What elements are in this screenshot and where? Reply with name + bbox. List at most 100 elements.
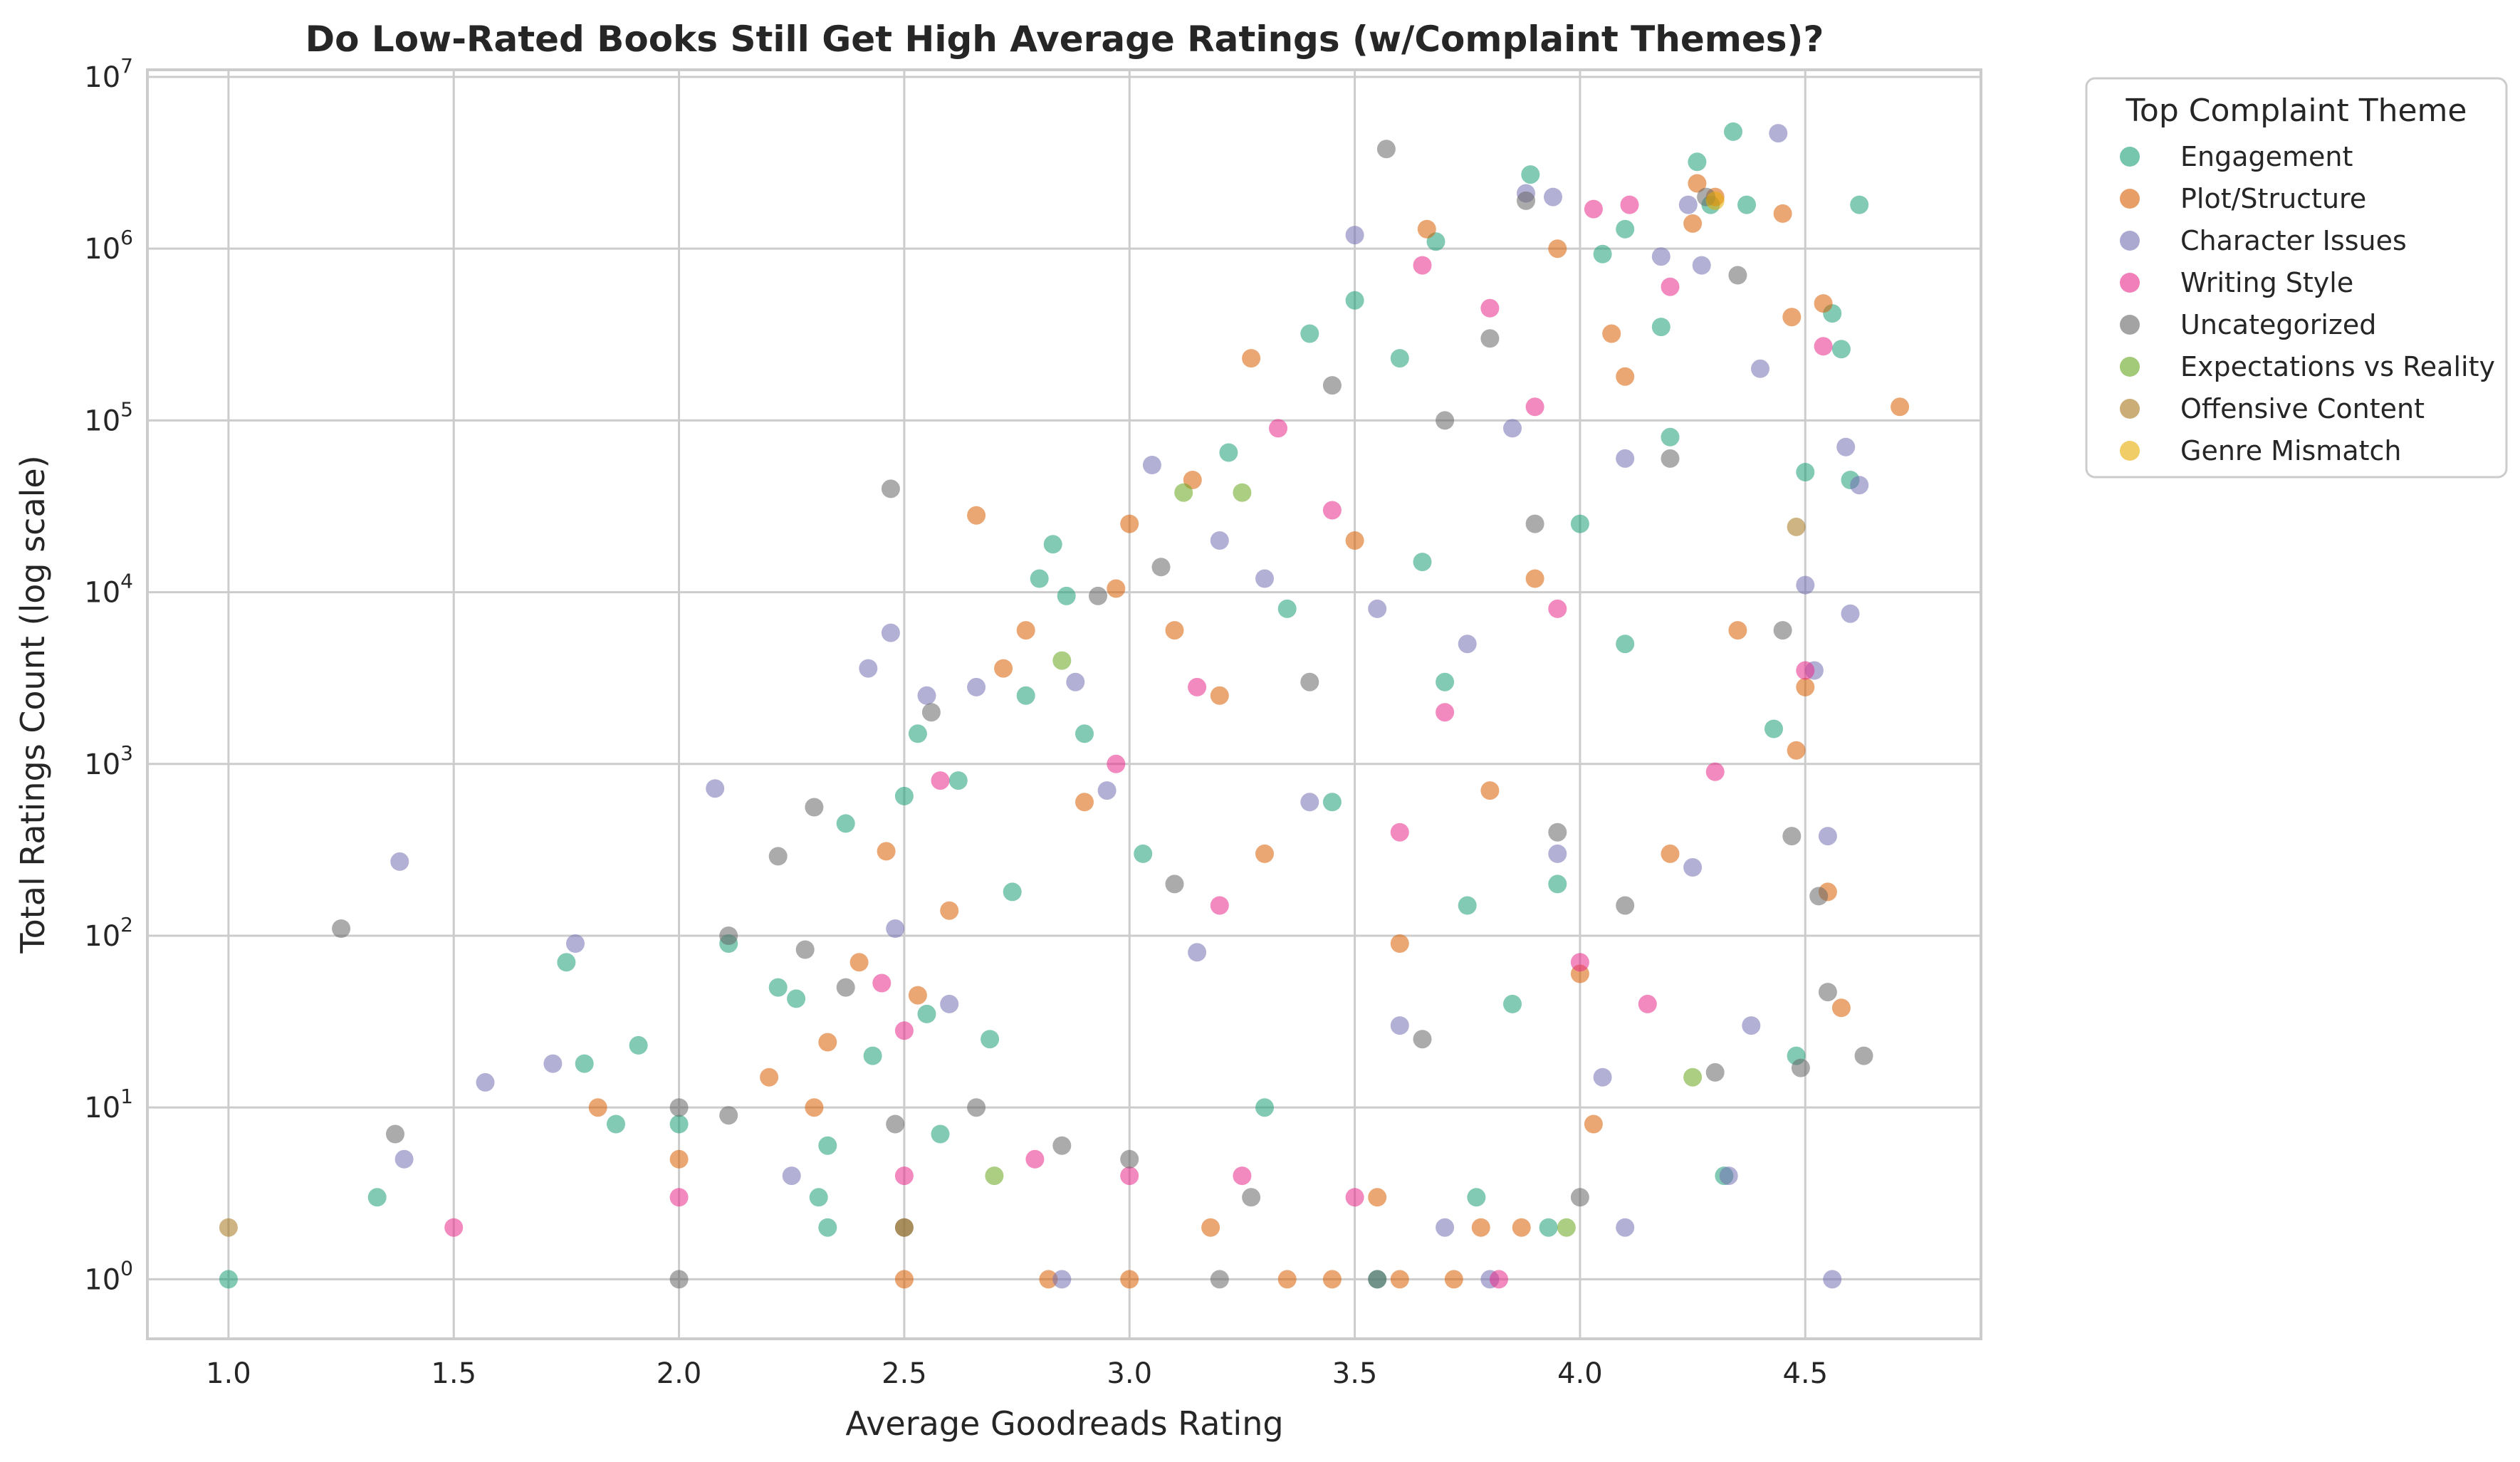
data-point — [1593, 1067, 1612, 1087]
data-point — [1057, 586, 1076, 605]
data-point — [1854, 1046, 1873, 1065]
series-plot-structure — [588, 174, 1910, 1289]
data-point — [967, 506, 986, 525]
data-point — [1570, 953, 1589, 972]
y-tick-label: 101 — [84, 1085, 133, 1124]
data-point — [1413, 553, 1432, 572]
data-point — [768, 847, 788, 866]
data-point — [886, 1114, 905, 1134]
y-tick-labels: 100 101 102 103 104 105 106 107 — [84, 54, 133, 1296]
data-point — [1544, 187, 1562, 207]
data-point — [1120, 1166, 1139, 1186]
series-character-issues — [390, 124, 1869, 1289]
data-point — [1436, 411, 1455, 430]
data-point — [985, 1166, 1004, 1186]
data-point — [940, 994, 959, 1013]
data-point — [1345, 226, 1364, 245]
data-point — [1616, 367, 1635, 386]
data-point — [669, 1098, 689, 1117]
data-point — [1151, 558, 1171, 577]
data-point — [1413, 256, 1432, 275]
data-point — [1620, 195, 1639, 214]
legend-entry: Genre Mismatch — [2180, 435, 2401, 466]
data-point — [1850, 476, 1869, 495]
data-point — [543, 1054, 563, 1073]
data-point — [787, 989, 806, 1008]
data-point — [1661, 449, 1680, 468]
data-point — [1705, 191, 1725, 210]
data-point — [1210, 531, 1229, 550]
data-point — [1688, 152, 1707, 172]
y-tick-label: 104 — [84, 570, 133, 610]
data-point — [1503, 994, 1522, 1013]
data-point — [1651, 247, 1671, 266]
data-point — [669, 1188, 689, 1207]
data-point — [1737, 195, 1756, 214]
data-point — [367, 1188, 387, 1207]
data-point — [1269, 419, 1287, 438]
data-point — [1436, 1218, 1455, 1237]
data-point — [1120, 514, 1139, 533]
data-point — [1322, 793, 1342, 812]
series-genre-mismatch — [1705, 191, 1725, 210]
data-point — [1683, 214, 1703, 233]
data-point — [1255, 844, 1274, 863]
legend-marker — [2120, 441, 2140, 461]
data-point — [1584, 1114, 1603, 1134]
data-point — [1512, 1218, 1531, 1237]
legend-marker — [2120, 399, 2140, 419]
legend-marker — [2120, 147, 2140, 167]
data-point — [1390, 1270, 1409, 1289]
data-point — [881, 479, 900, 498]
data-point — [1480, 329, 1500, 348]
legend-box — [2085, 77, 2508, 479]
data-point — [1025, 1149, 1045, 1169]
data-point — [1688, 174, 1707, 193]
data-point — [940, 901, 959, 920]
data-point — [1809, 887, 1829, 906]
legend-marker — [2120, 189, 2140, 209]
data-point — [476, 1072, 495, 1092]
data-point — [805, 1098, 824, 1117]
legend-entry: Expectations vs Reality — [2180, 351, 2495, 382]
data-point — [1075, 724, 1094, 743]
data-point — [669, 1270, 689, 1289]
data-point — [1796, 463, 1815, 481]
data-point — [1322, 1270, 1342, 1289]
data-point — [1584, 199, 1603, 219]
data-point — [1066, 672, 1085, 691]
data-point — [1480, 781, 1500, 800]
data-point — [1390, 1016, 1409, 1035]
data-point — [1683, 1067, 1703, 1087]
data-point — [1814, 337, 1833, 356]
data-point — [706, 779, 725, 798]
x-tick-label: 2.5 — [882, 1357, 927, 1390]
data-point — [390, 852, 409, 871]
data-point — [669, 1149, 689, 1169]
data-point — [1796, 677, 1815, 696]
series-engagement — [219, 122, 1869, 1289]
data-point — [886, 919, 905, 938]
legend-items: Engagement Plot/Structure Character Issues… — [2120, 141, 2495, 466]
data-point — [967, 677, 986, 696]
data-point — [863, 1046, 882, 1065]
legend-entry: Uncategorized — [2180, 309, 2376, 340]
data-point — [768, 978, 788, 997]
data-point — [818, 1033, 837, 1052]
data-point — [1376, 140, 1396, 159]
data-point — [894, 1166, 914, 1186]
data-point — [1719, 1166, 1738, 1186]
data-point — [1052, 651, 1072, 670]
data-point — [1368, 1270, 1387, 1289]
data-point — [795, 940, 815, 959]
data-point — [219, 1270, 238, 1289]
data-point — [805, 798, 824, 817]
data-point — [1814, 294, 1833, 313]
data-point — [1521, 165, 1540, 184]
x-tick-label: 1.0 — [206, 1357, 251, 1390]
data-point — [1444, 1270, 1463, 1289]
data-point — [1345, 531, 1364, 550]
data-point — [1458, 896, 1477, 915]
data-point — [908, 724, 927, 743]
